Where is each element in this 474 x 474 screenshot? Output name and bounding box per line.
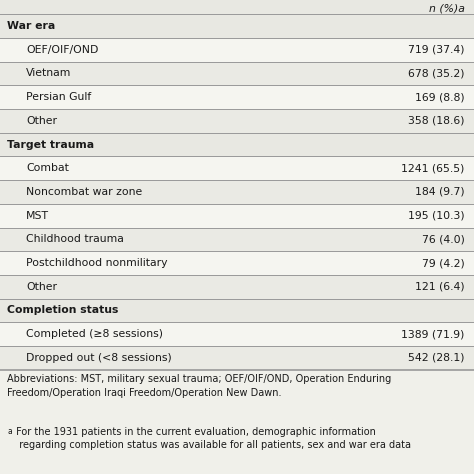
Text: Completion status: Completion status [7,305,118,316]
Text: 1241 (65.5): 1241 (65.5) [401,163,465,173]
Bar [0,156,474,180]
Bar [0,14,474,38]
Text: Combat: Combat [26,163,69,173]
Text: Noncombat war zone: Noncombat war zone [26,187,142,197]
Text: Childhood trauma: Childhood trauma [26,234,124,245]
Bar [0,0,474,14]
Text: 719 (37.4): 719 (37.4) [408,45,465,55]
Bar [0,38,474,62]
Bar [0,204,474,228]
Text: Postchildhood nonmilitary: Postchildhood nonmilitary [26,258,168,268]
Bar [0,85,474,109]
Text: 76 (4.0): 76 (4.0) [422,234,465,245]
Bar [0,251,474,275]
Text: Other: Other [26,282,57,292]
Bar [0,180,474,204]
Text: Completed (≥8 sessions): Completed (≥8 sessions) [26,329,163,339]
Bar [0,228,474,251]
Text: MST: MST [26,210,49,221]
Bar [0,275,474,299]
Text: 678 (35.2): 678 (35.2) [408,68,465,79]
Text: For the 1931 patients in the current evaluation, demographic information
  regar: For the 1931 patients in the current eva… [13,427,411,450]
Text: Abbreviations: MST, military sexual trauma; OEF/OIF/OND, Operation Enduring
Free: Abbreviations: MST, military sexual trau… [7,374,392,398]
Bar [0,322,474,346]
Text: 184 (9.7): 184 (9.7) [415,187,465,197]
Bar [0,133,474,156]
Text: 169 (8.8): 169 (8.8) [415,92,465,102]
Text: Vietnam: Vietnam [26,68,72,79]
Bar [0,62,474,85]
Text: Dropped out (<8 sessions): Dropped out (<8 sessions) [26,353,172,363]
Text: 358 (18.6): 358 (18.6) [408,116,465,126]
Text: Persian Gulf: Persian Gulf [26,92,91,102]
Text: OEF/OIF/OND: OEF/OIF/OND [26,45,99,55]
Text: 79 (4.2): 79 (4.2) [422,258,465,268]
Bar [0,109,474,133]
Bar [0,346,474,370]
Text: a: a [7,427,12,436]
Text: 1389 (71.9): 1389 (71.9) [401,329,465,339]
Bar [0,370,474,474]
Text: Other: Other [26,116,57,126]
Text: Target trauma: Target trauma [7,139,94,150]
Text: War era: War era [7,21,55,31]
Text: n (%)a: n (%)a [428,3,465,13]
Text: 195 (10.3): 195 (10.3) [408,210,465,221]
Text: 542 (28.1): 542 (28.1) [408,353,465,363]
Text: 121 (6.4): 121 (6.4) [415,282,465,292]
Bar [0,299,474,322]
